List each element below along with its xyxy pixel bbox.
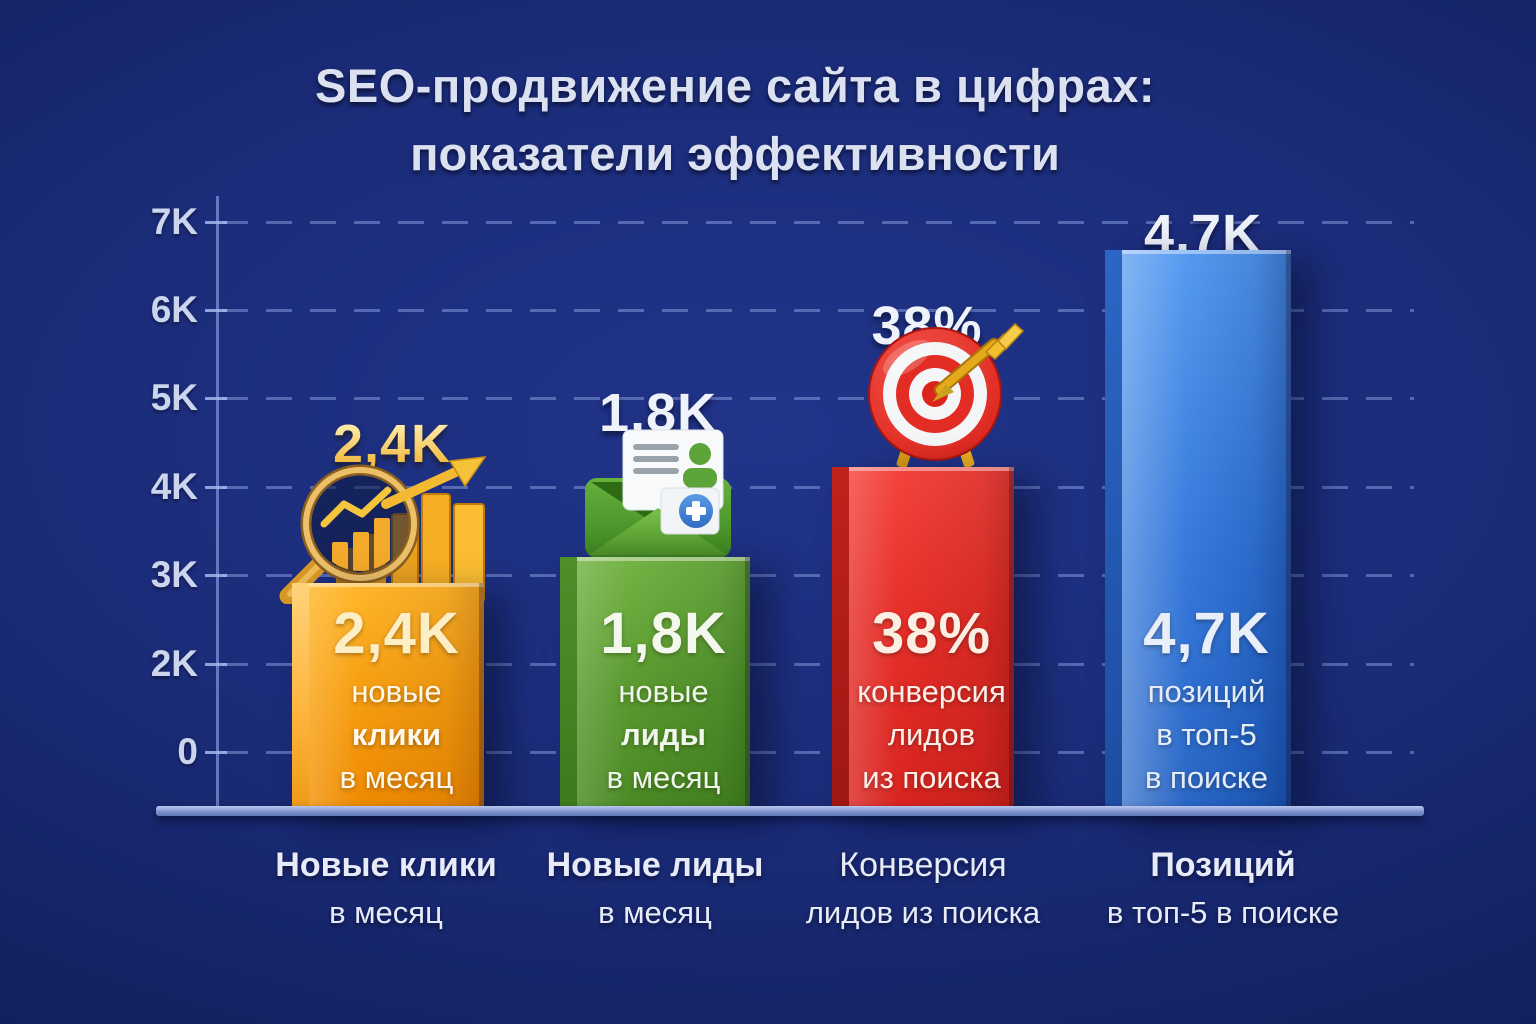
- gridline-7k: [222, 221, 1414, 224]
- x-axis-label-conversion: Конверсия лидов из поиска: [780, 846, 1066, 931]
- gridline-3k: [222, 574, 1414, 577]
- bar-top-highlight: [1122, 250, 1291, 254]
- x-label-line-1: Новые клики: [275, 846, 497, 884]
- bar-side-face: [1105, 250, 1122, 810]
- bar-caption-line: из поиска: [862, 760, 1001, 795]
- x-axis-label-leads: Новые лиды в месяц: [530, 846, 780, 931]
- gridline-5k: [222, 397, 1414, 400]
- y-tick-mark: [205, 574, 227, 577]
- x-axis-label-clicks: Новые клики в месяц: [255, 846, 517, 931]
- bar-clicks: 2,4K новые клики в месяц: [292, 583, 484, 810]
- y-tick-mark: [205, 751, 227, 754]
- x-label-line-2: лидов из поиска: [805, 895, 1041, 930]
- y-tick-mark: [205, 397, 227, 400]
- gridline-4k: [222, 486, 1414, 489]
- bar-leads: 1,8K новые лиды в месяц: [560, 557, 750, 810]
- bar-text-clicks: 2,4K новые клики в месяц: [309, 600, 484, 796]
- y-tick-label-7k: 7K: [150, 201, 198, 242]
- bar-front-face: 4,7K позиций в топ-5 в поиске: [1122, 250, 1291, 810]
- y-tick-label-3k: 3K: [150, 554, 198, 595]
- bar-caption-line: лидов: [887, 717, 976, 752]
- bar-front-face: 2,4K новые клики в месяц: [309, 583, 484, 810]
- bar-caption-line: новые: [351, 674, 442, 709]
- bar-front-face: 38% конверсия лидов из поиска: [849, 467, 1014, 810]
- y-axis-line: [216, 196, 219, 814]
- bar-caption-line: в месяц: [339, 760, 454, 795]
- gridline-6k: [222, 309, 1414, 312]
- bar-caption-line: новые: [618, 674, 709, 709]
- bar-side-face: [560, 557, 577, 810]
- x-label-line-1: Позиций: [1150, 846, 1296, 884]
- envelope-lead-icon: [583, 428, 735, 567]
- bar-text-positions: 4,7K позиций в топ-5 в поиске: [1122, 600, 1291, 796]
- y-tick-label-2k: 2K: [150, 643, 198, 684]
- y-tick-mark: [205, 309, 227, 312]
- bar-value: 4,7K: [1143, 601, 1270, 666]
- bar-caption-line: в месяц: [606, 760, 721, 795]
- bar-caption-line: в поиске: [1144, 760, 1269, 795]
- x-label-line-2: в месяц: [598, 895, 712, 930]
- x-axis-label-positions: Позиций в топ-5 в поиске: [1055, 846, 1391, 931]
- bar-text-conversion: 38% конверсия лидов из поиска: [849, 600, 1014, 796]
- target-arrow-icon: [852, 322, 1025, 481]
- magnifier-trend-icon: [278, 452, 500, 609]
- bar-side-face: [292, 583, 309, 810]
- bar-caption-line: клики: [351, 717, 442, 752]
- x-label-line-2: в месяц: [329, 895, 443, 930]
- bar-caption-line: в топ-5: [1156, 717, 1257, 752]
- bar-top-highlight: [577, 557, 750, 561]
- gridline-0: [222, 751, 1414, 754]
- x-label-line-1: Новые лиды: [546, 846, 764, 884]
- bar-right-shade: [745, 557, 750, 810]
- bar-right-shade: [479, 583, 484, 810]
- bar-positions: 4,7K позиций в топ-5 в поиске: [1105, 250, 1291, 810]
- title-line-1: SEO-продвижение сайта в цифрах:: [315, 59, 1155, 112]
- y-tick-label-4k: 4K: [150, 466, 198, 507]
- bar-right-shade: [1286, 250, 1291, 810]
- x-axis-baseline: [156, 806, 1424, 816]
- bar-value: 1,8K: [600, 601, 727, 666]
- y-tick-label-6k: 6K: [150, 289, 198, 330]
- bar-front-face: 1,8K новые лиды в месяц: [577, 557, 750, 810]
- y-tick-mark: [205, 221, 227, 224]
- page-title: SEO-продвижение сайта в цифрах: показате…: [70, 58, 1400, 181]
- bar-value: 38%: [871, 601, 992, 666]
- bar-caption-line: конверсия: [857, 674, 1006, 709]
- title-line-2: показатели эффективности: [410, 127, 1060, 180]
- bar-top-highlight: [849, 467, 1014, 471]
- bar-side-face: [832, 467, 849, 810]
- x-label-line-1: Конверсия: [839, 846, 1007, 884]
- bar-caption-line: лиды: [621, 717, 706, 752]
- y-tick-mark: [205, 663, 227, 666]
- x-label-line-2: в топ-5 в поиске: [1106, 895, 1340, 930]
- bar-conversion: 38% конверсия лидов из поиска: [832, 467, 1014, 810]
- y-tick-label-5k: 5K: [150, 377, 198, 418]
- bar-right-shade: [1009, 467, 1014, 810]
- bar-text-leads: 1,8K новые лиды в месяц: [577, 600, 750, 796]
- gridline-2k: [222, 663, 1414, 666]
- y-tick-mark: [205, 486, 227, 489]
- y-tick-label-0: 0: [177, 731, 198, 772]
- bar-value: 2,4K: [333, 601, 460, 666]
- bar-top-highlight: [309, 583, 484, 587]
- value-label-clicks: 2,4K: [292, 413, 492, 475]
- bar-caption-line: позиций: [1147, 674, 1266, 709]
